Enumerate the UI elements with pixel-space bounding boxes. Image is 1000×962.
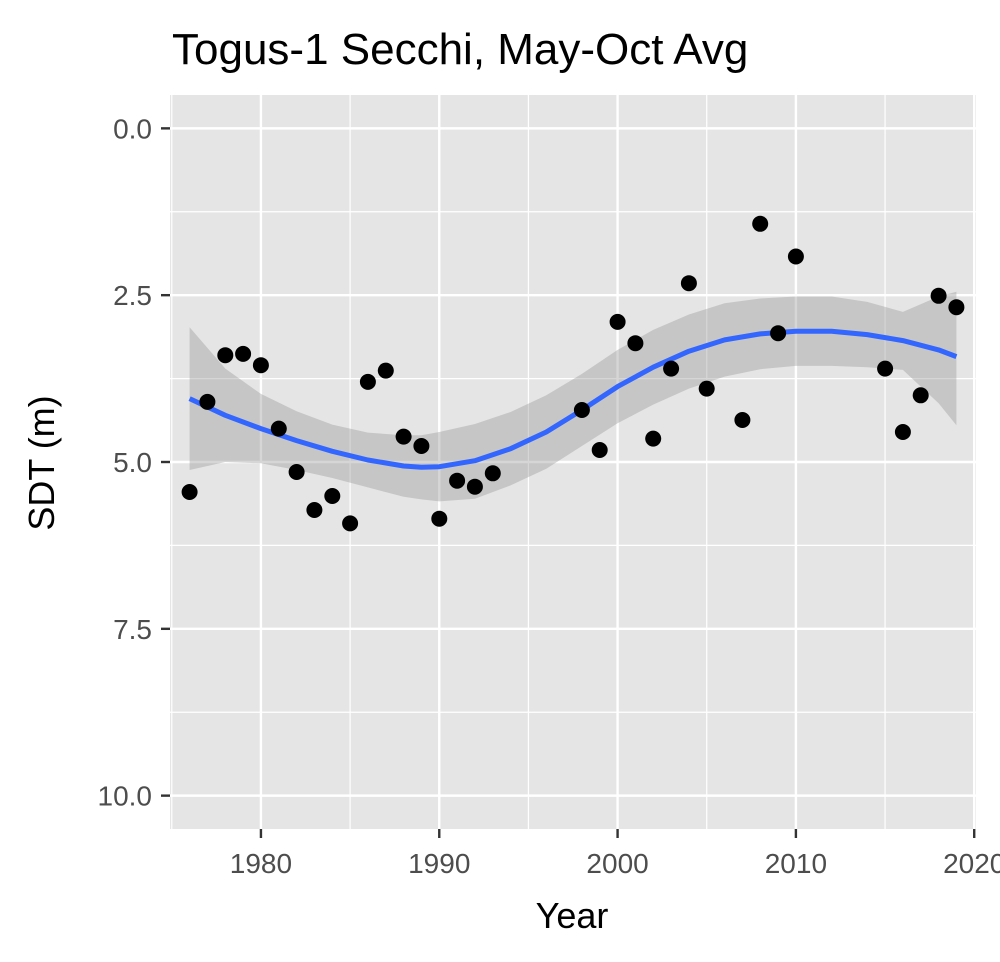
y-tick-label: 2.5 (113, 280, 152, 311)
x-axis-title: Year (536, 895, 609, 936)
x-tick-label: 1980 (230, 848, 292, 879)
data-point (306, 502, 323, 518)
major-gridlines (170, 95, 976, 829)
data-point (645, 430, 662, 447)
data-point (288, 464, 305, 480)
data-point (894, 424, 911, 440)
smooth-trend-line (188, 328, 958, 470)
x-tick-label: 2000 (586, 848, 648, 879)
x-axis: 1980 1990 2000 2010 2020 (230, 829, 1000, 879)
data-point (948, 299, 965, 316)
x-tick-label: 2010 (765, 848, 827, 879)
y-tick-label: 5.0 (113, 447, 152, 478)
data-point (235, 345, 252, 362)
data-point (181, 484, 198, 500)
data-point (324, 488, 341, 504)
data-point (217, 347, 234, 364)
y-tick-label: 7.5 (113, 614, 152, 645)
data-point (627, 335, 644, 352)
x-tick-label: 1990 (408, 848, 470, 879)
data-point (484, 465, 501, 482)
data-point (359, 373, 376, 390)
smooth-line-layer (188, 328, 958, 470)
data-point (734, 412, 751, 428)
data-point (930, 287, 947, 304)
data-point (199, 393, 216, 410)
data-point (680, 275, 697, 292)
data-point (912, 387, 929, 404)
data-point (752, 215, 769, 232)
data-points-layer (181, 215, 965, 532)
data-point (663, 360, 680, 377)
data-point (787, 248, 804, 265)
data-point (342, 515, 359, 532)
y-tick-label: 10.0 (98, 781, 153, 812)
data-point (466, 478, 483, 495)
data-point (877, 360, 894, 377)
confidence-band-layer (189, 291, 957, 502)
data-point (270, 420, 287, 437)
data-point (413, 438, 430, 454)
y-axis-title: SDT (m) (21, 395, 62, 530)
data-point (609, 313, 626, 330)
data-point (573, 402, 590, 418)
data-point (770, 325, 787, 342)
data-point (591, 442, 608, 458)
x-tick-label: 2020 (943, 848, 1000, 879)
data-point (252, 357, 269, 374)
confidence-band (189, 291, 957, 502)
data-point (449, 472, 466, 489)
data-point (698, 380, 715, 397)
chart-title: Togus-1 Secchi, May-Oct Avg (172, 25, 748, 74)
data-point (395, 428, 412, 445)
data-point (377, 362, 394, 379)
y-tick-label: 0.0 (113, 113, 152, 144)
data-point (431, 510, 448, 527)
y-axis: 0.0 2.5 5.0 7.5 10.0 (98, 113, 170, 812)
